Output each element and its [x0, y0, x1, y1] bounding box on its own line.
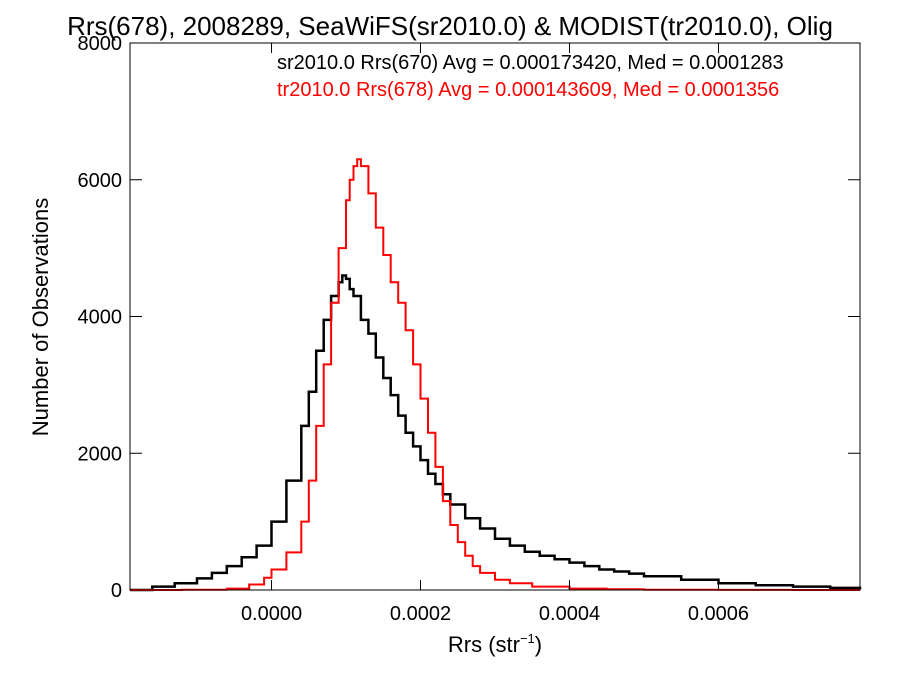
legend-entry-tr2010: tr2010.0 Rrs(678) Avg = 0.000143609, Med… [277, 79, 779, 101]
x-axis-label-exponent: −1 [520, 631, 535, 646]
series-sr2010-line [130, 274, 862, 592]
legend-entry-sr2010: sr2010.0 Rrs(670) Avg = 0.000173420, Med… [277, 52, 784, 74]
chart-title: Rrs(678), 2008289, SeaWiFS(sr2010.0) & M… [67, 11, 833, 41]
y-tick-label: 0 [111, 580, 122, 602]
y-tick-label: 6000 [78, 170, 123, 192]
plot-frame [129, 42, 861, 591]
x-axis-label-close: ) [535, 632, 542, 657]
y-tick-label: 4000 [78, 307, 123, 329]
y-axis-label: Number of Observations [28, 198, 53, 436]
x-tick-label: 0.0000 [241, 603, 302, 625]
y-tick-label: 2000 [78, 443, 123, 465]
x-axis-label: Rrs (str−1) [448, 631, 542, 657]
x-tick-label: 0.0006 [688, 603, 749, 625]
series-layer [130, 158, 862, 592]
plot-area [129, 42, 862, 592]
x-tick-label: 0.0004 [539, 603, 600, 625]
series-tr2010-line [130, 158, 860, 591]
x-tick-label: 0.0002 [390, 603, 451, 625]
axis-ticks: 0.0000 0.0002 0.0004 0.0006 0 2000 4000 6000 800… [78, 33, 860, 625]
x-axis-label-main: Rrs (str [448, 632, 520, 657]
y-tick-label: 8000 [78, 33, 123, 55]
